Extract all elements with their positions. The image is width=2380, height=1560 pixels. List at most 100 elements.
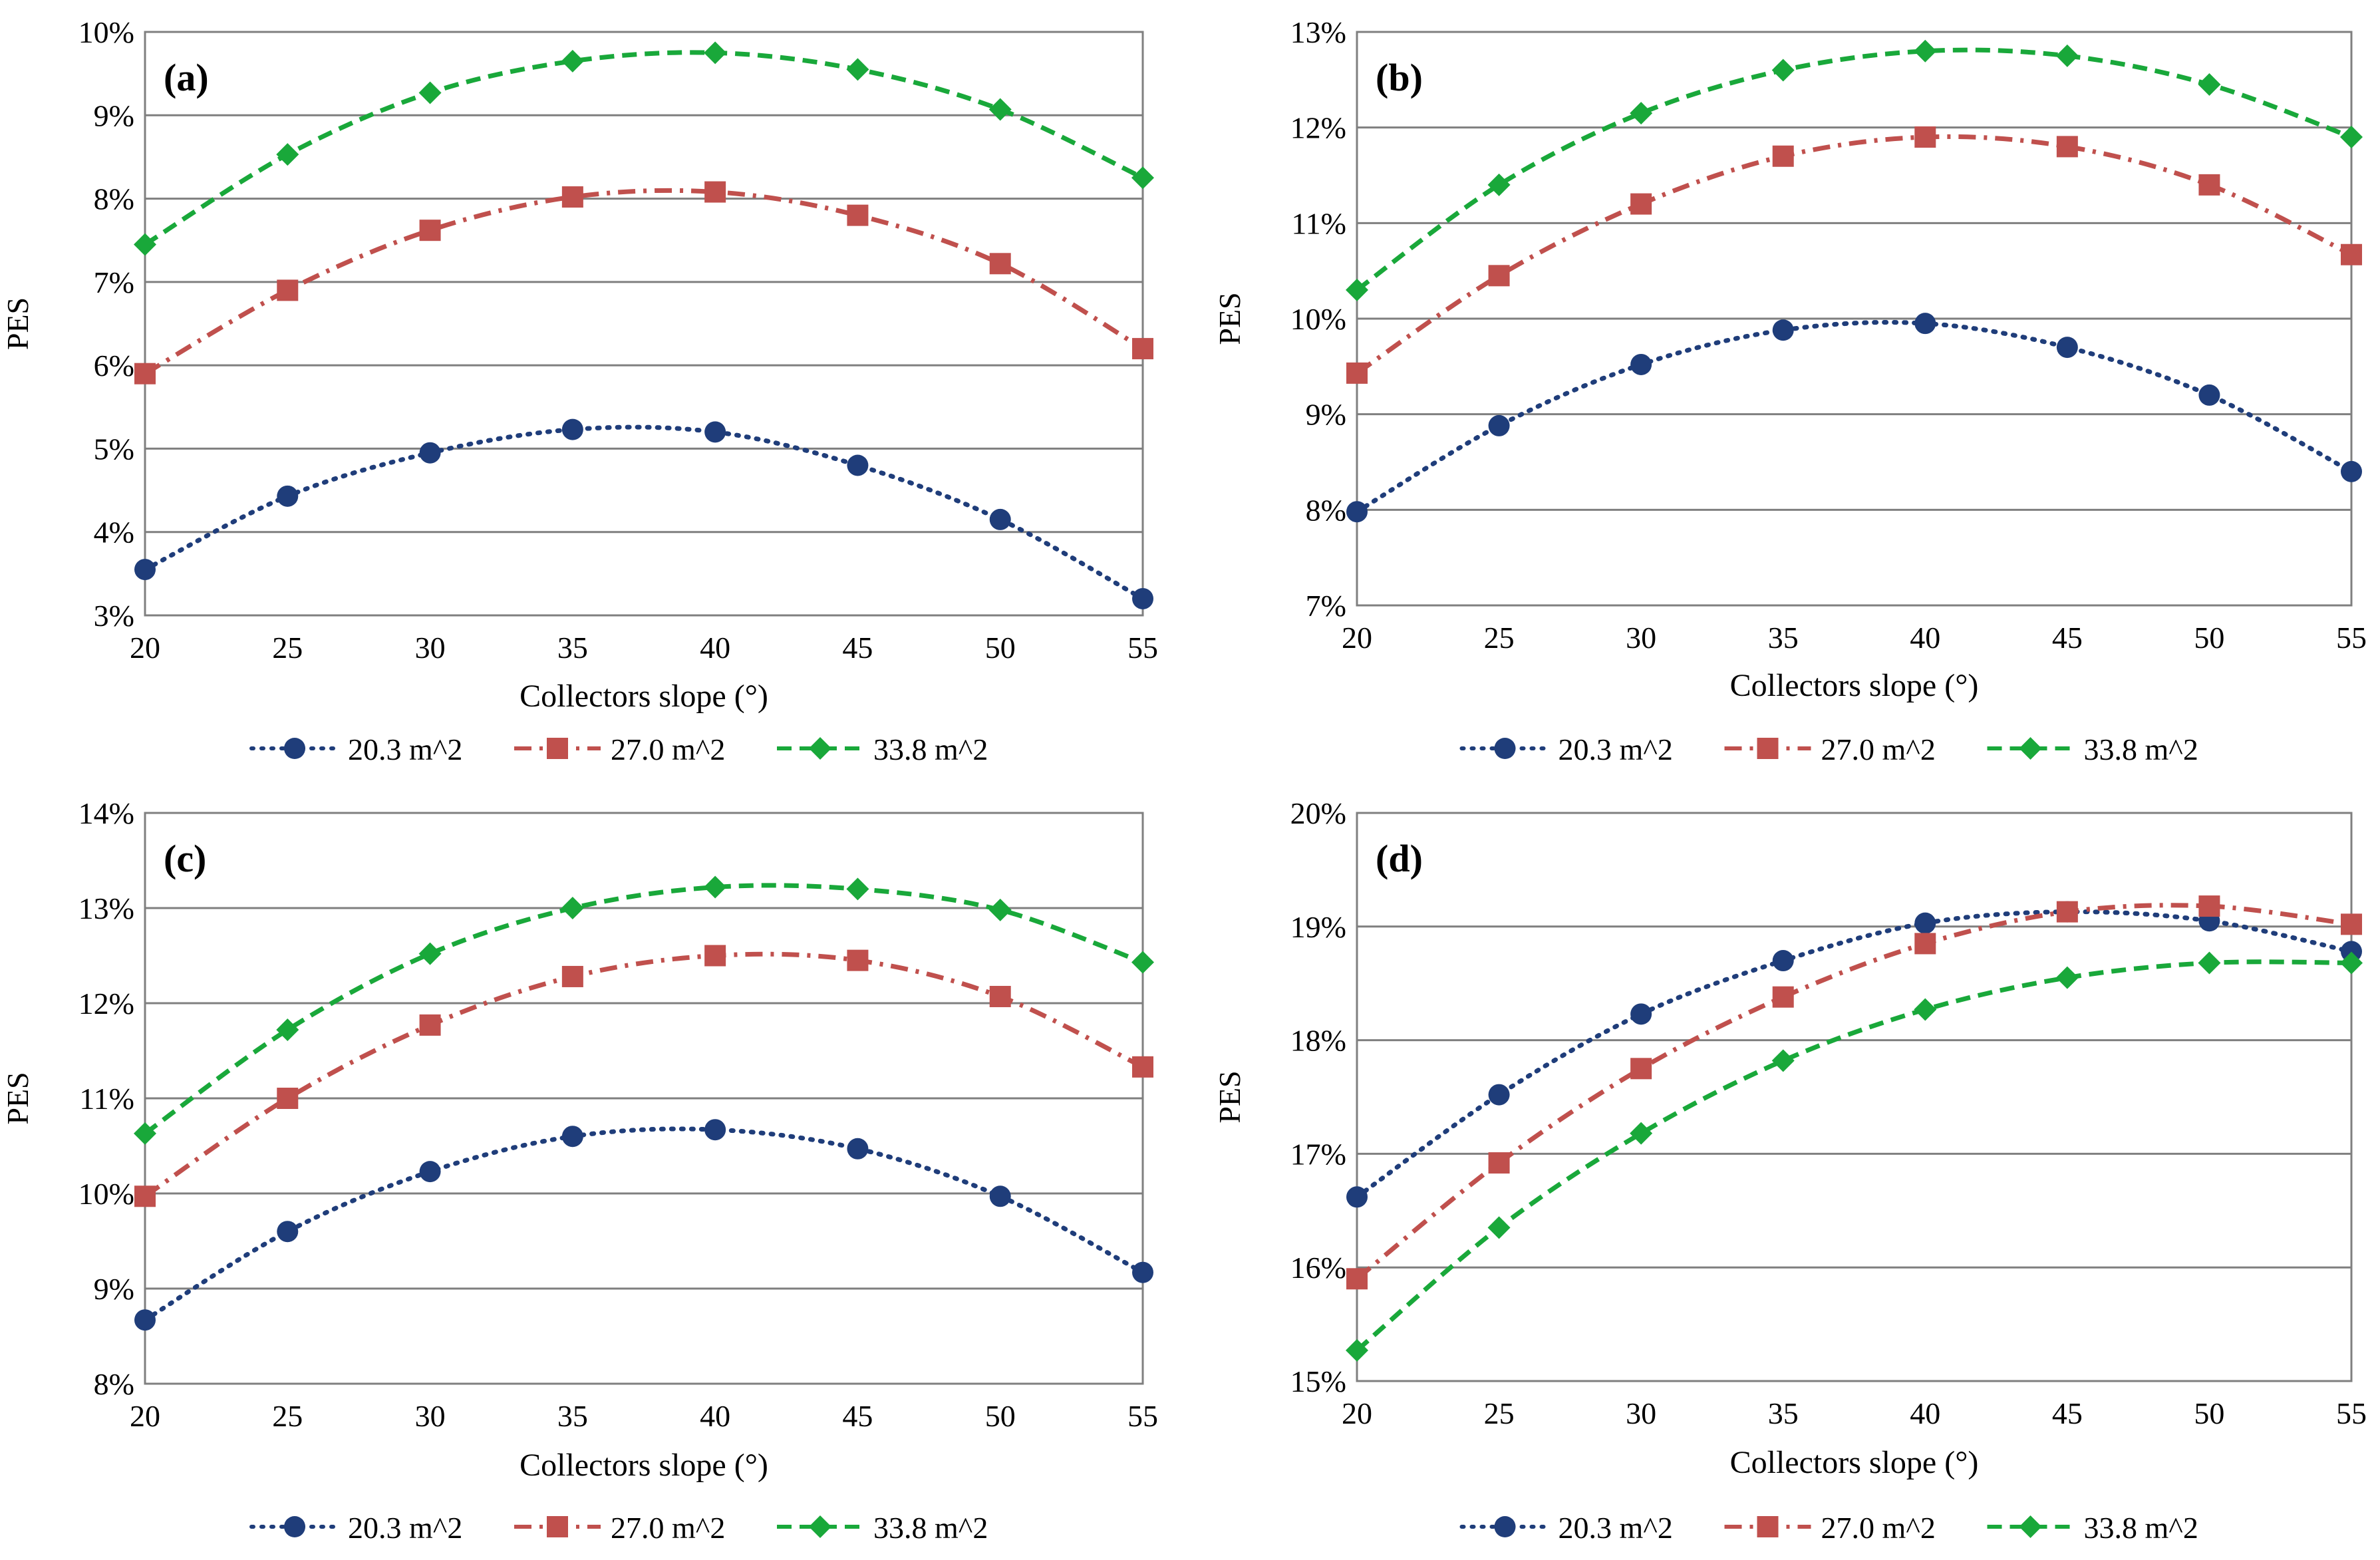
data-point-series-2: [561, 897, 584, 919]
y-tick-label: 20%: [1290, 796, 1346, 830]
legend-label: 20.3 m^2: [1559, 732, 1673, 766]
y-tick-label: 9%: [94, 1272, 134, 1306]
data-point-series-0: [704, 421, 726, 443]
data-point-series-0: [989, 508, 1011, 530]
x-tick-label: 55: [2336, 621, 2367, 655]
legend-marker: [2019, 1515, 2042, 1538]
series-line-1: [1356, 134, 2353, 375]
legend-label: 27.0 m^2: [611, 732, 725, 766]
legend-marker: [547, 1516, 568, 1537]
data-point-series-0: [1132, 1261, 1153, 1283]
legend-marker: [1494, 738, 1516, 759]
data-point-series-1: [419, 220, 441, 241]
y-tick-label: 12%: [78, 987, 134, 1020]
data-point-series-2: [1131, 166, 1154, 190]
data-point-series-2: [2340, 126, 2363, 149]
x-axis-label: Collectors slope (°): [520, 1448, 768, 1483]
y-tick-label: 3%: [94, 599, 134, 633]
data-point-series-2: [988, 98, 1012, 121]
x-tick-label: 40: [700, 631, 730, 665]
data-point-series-2: [1914, 998, 1937, 1021]
data-point-series-2: [2340, 951, 2363, 975]
data-point-series-1: [1630, 1058, 1652, 1080]
legend-label: 27.0 m^2: [611, 1511, 725, 1545]
data-point-series-2: [704, 41, 727, 65]
data-point-series-2: [846, 58, 869, 81]
data-point-series-1: [1132, 1056, 1153, 1078]
data-point-series-0: [2056, 337, 2078, 359]
y-tick-label: 19%: [1290, 910, 1346, 944]
x-tick-label: 30: [415, 631, 446, 665]
x-axis-label: Collectors slope (°): [1730, 1445, 1979, 1480]
y-tick-label: 10%: [78, 15, 134, 49]
data-point-series-0: [1346, 1186, 1368, 1208]
x-tick-label: 30: [415, 1399, 446, 1433]
data-point-series-0: [989, 1185, 1011, 1207]
y-tick-label: 6%: [94, 349, 134, 383]
data-point-series-1: [847, 204, 869, 226]
y-tick-label: 11%: [79, 1082, 134, 1116]
data-point-series-2: [418, 942, 442, 965]
data-point-series-0: [704, 1119, 726, 1141]
x-tick-label: 50: [2194, 1396, 2224, 1430]
legend-marker: [284, 1516, 305, 1537]
legend-label: 33.8 m^2: [873, 1511, 988, 1545]
y-tick-label: 9%: [94, 98, 134, 132]
legend-marker: [809, 737, 831, 760]
x-tick-label: 25: [272, 1399, 303, 1433]
y-tick-label: 17%: [1290, 1137, 1346, 1171]
plot-area: [1356, 31, 2353, 607]
data-point-series-1: [1772, 145, 1794, 167]
x-tick-label: 30: [1626, 1396, 1656, 1430]
data-point-series-1: [1488, 265, 1510, 287]
data-point-series-1: [1914, 126, 1936, 148]
legend-marker: [1757, 738, 1779, 759]
data-point-series-0: [1630, 1003, 1652, 1025]
x-axis-label: Collectors slope (°): [520, 679, 768, 714]
data-point-series-0: [277, 485, 299, 507]
data-point-series-1: [704, 181, 726, 203]
data-point-series-2: [276, 143, 299, 166]
data-point-series-1: [847, 949, 869, 971]
data-point-series-1: [1488, 1152, 1510, 1174]
data-point-series-1: [2198, 174, 2220, 196]
data-point-series-0: [847, 454, 869, 476]
y-tick-label: 14%: [78, 796, 134, 830]
data-point-series-1: [2056, 901, 2078, 923]
x-tick-label: 35: [1768, 1396, 1799, 1430]
data-point-series-0: [847, 1138, 869, 1160]
y-axis-label: PES: [1, 297, 35, 350]
y-tick-label: 10%: [1290, 302, 1346, 336]
plot-area: [1356, 812, 2353, 1382]
y-tick-label: 13%: [1290, 15, 1346, 49]
data-point-series-0: [419, 1161, 441, 1183]
x-tick-label: 45: [842, 1399, 873, 1433]
data-point-series-1: [989, 253, 1011, 275]
data-point-series-2: [276, 1018, 299, 1042]
data-point-series-2: [1487, 173, 1511, 196]
data-point-series-1: [1630, 193, 1652, 215]
data-point-series-2: [1771, 1049, 1795, 1072]
data-point-series-2: [418, 81, 442, 104]
chart-panel-0: 3% 4% 5% 6% 7% 8% 9% 10% 20 25 30 35 40 45 50 55 PES Coll…: [1, 15, 1158, 766]
data-point-series-0: [1488, 414, 1510, 436]
x-tick-label: 50: [985, 1399, 1016, 1433]
legend-label: 27.0 m^2: [1821, 732, 1936, 766]
data-point-series-1: [561, 186, 583, 208]
legend-marker: [284, 738, 305, 759]
chart-panel-2: 8% 9% 10% 11% 12% 13% 14% 20 25 30 35 40 45 50 55 PES Co…: [1, 796, 1158, 1545]
x-axis-label: Collectors slope (°): [1730, 668, 1979, 703]
y-tick-label: 7%: [94, 265, 134, 299]
data-point-series-1: [1346, 1268, 1368, 1290]
y-tick-label: 13%: [78, 891, 134, 925]
data-point-series-2: [846, 877, 869, 901]
data-point-series-2: [1346, 1338, 1368, 1362]
legend-marker: [547, 738, 568, 759]
x-tick-label: 20: [1342, 1396, 1372, 1430]
data-point-series-0: [561, 418, 583, 440]
data-point-series-1: [1346, 362, 1368, 384]
chart-panel-1: 7% 8% 9% 10% 11% 12% 13% 20 25 30 35 40 45 50 55 PES Col…: [1213, 15, 2367, 766]
y-tick-label: 16%: [1290, 1251, 1346, 1285]
legend-label: 20.3 m^2: [348, 732, 462, 766]
legend-marker: [809, 1515, 831, 1538]
